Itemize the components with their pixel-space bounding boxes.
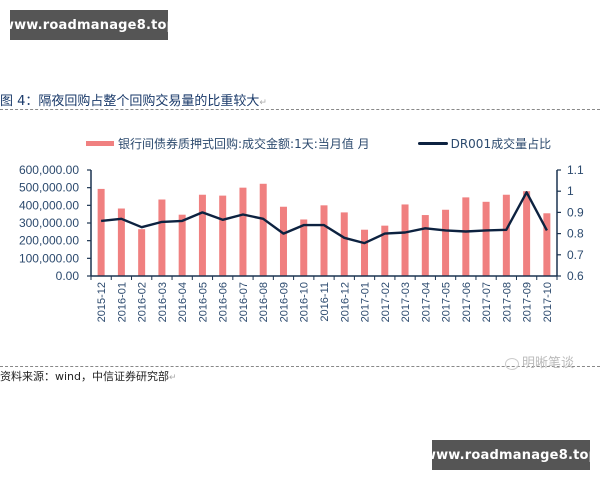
svg-text:300,000.00: 300,000.00 — [19, 216, 79, 230]
bar-2016-05 — [198, 194, 206, 276]
brand-text: 明晰笔谈 — [522, 356, 575, 371]
svg-text:600,000.00: 600,000.00 — [19, 163, 79, 177]
bar-2015-12 — [97, 188, 105, 276]
bar-2016-01 — [117, 208, 125, 276]
figure-source: 资料来源：wind，中信证券研究部↵ — [0, 368, 177, 384]
bar-2016-11 — [320, 205, 328, 276]
svg-text:0.6: 0.6 — [567, 269, 584, 283]
svg-text:2016-03: 2016-03 — [157, 282, 169, 322]
source-divider — [0, 366, 600, 367]
figure-title-text: 图 4：隔夜回购占整个回购交易量的比重较大 — [0, 94, 260, 109]
figure-title: 图 4：隔夜回购占整个回购交易量的比重较大↵ — [0, 90, 267, 109]
svg-text:2016-11: 2016-11 — [319, 282, 331, 322]
svg-text:2016-01: 2016-01 — [116, 282, 128, 322]
svg-text:2015-12: 2015-12 — [96, 282, 108, 322]
svg-text:2017-02: 2017-02 — [380, 282, 392, 322]
svg-text:2016-07: 2016-07 — [238, 282, 250, 322]
svg-text:100,000.00: 100,000.00 — [19, 251, 79, 265]
svg-text:400,000.00: 400,000.00 — [19, 198, 79, 212]
brand-watermark: 明晰笔谈 — [505, 352, 574, 371]
svg-text:2017-07: 2017-07 — [481, 282, 493, 322]
svg-text:2017-06: 2017-06 — [461, 282, 473, 322]
svg-text:2017-10: 2017-10 — [542, 282, 554, 322]
svg-text:0.9: 0.9 — [567, 205, 584, 219]
svg-text:2017-05: 2017-05 — [441, 282, 453, 322]
bar-2017-05 — [442, 209, 450, 276]
legend-line-swatch-icon — [417, 142, 448, 145]
bar-2016-07 — [239, 187, 247, 276]
svg-text:0.7: 0.7 — [567, 248, 584, 262]
chart-legend: 银行间债券质押式回购:成交金额:1天:当月值 月 DR001成交量占比 — [86, 135, 551, 152]
bar-2016-02 — [138, 229, 146, 276]
source-text: 资料来源：wind，中信证券研究部 — [0, 370, 170, 383]
return-mark-icon: ↵ — [259, 98, 267, 108]
svg-text:0.00: 0.00 — [56, 269, 80, 283]
svg-text:1.1: 1.1 — [567, 163, 584, 177]
bar-2016-04 — [178, 214, 186, 276]
bar-2016-03 — [158, 199, 166, 276]
svg-text:2016-08: 2016-08 — [258, 282, 270, 322]
bar-2017-09 — [523, 191, 531, 276]
legend-item-bar: 银行间债券质押式回购:成交金额:1天:当月值 月 — [86, 135, 370, 152]
bar-2017-07 — [482, 201, 490, 276]
svg-text:500,000.00: 500,000.00 — [19, 181, 79, 195]
bar-2016-10 — [300, 219, 308, 276]
svg-text:200,000.00: 200,000.00 — [19, 234, 79, 248]
bar-2016-06 — [219, 195, 227, 276]
svg-text:2016-09: 2016-09 — [278, 282, 290, 322]
svg-text:2017-01: 2017-01 — [360, 282, 372, 322]
svg-text:2017-04: 2017-04 — [420, 282, 432, 322]
svg-text:2017-09: 2017-09 — [522, 282, 534, 322]
line-dr001-share — [100, 191, 548, 245]
svg-text:2016-06: 2016-06 — [218, 282, 230, 322]
watermark-top: www.roadmanage8.top — [2, 10, 176, 40]
wechat-icon — [505, 357, 519, 370]
bar-2016-08 — [259, 183, 267, 276]
combo-chart: 0.00 100,000.00 200,000.00 300,000.00 400,00… — [19, 163, 584, 322]
bar-2017-04 — [421, 215, 429, 276]
return-mark-icon: ↵ — [169, 373, 177, 383]
svg-text:2016-10: 2016-10 — [299, 282, 311, 322]
svg-text:2017-03: 2017-03 — [400, 282, 412, 322]
legend-line-label: DR001成交量占比 — [450, 137, 552, 151]
bar-2016-12 — [340, 212, 348, 276]
bar-2016-09 — [279, 206, 287, 276]
svg-text:2016-04: 2016-04 — [177, 282, 189, 322]
svg-text:2016-12: 2016-12 — [339, 282, 351, 322]
bar-2017-02 — [381, 225, 389, 276]
bar-2017-01 — [361, 229, 369, 276]
svg-text:2016-05: 2016-05 — [197, 282, 209, 322]
svg-text:1: 1 — [567, 184, 574, 198]
legend-bar-label: 银行间债券质押式回购:成交金额:1天:当月值 月 — [118, 137, 370, 151]
svg-text:0.8: 0.8 — [567, 227, 584, 241]
svg-text:2017-08: 2017-08 — [501, 282, 513, 322]
svg-text:2016-02: 2016-02 — [137, 282, 149, 322]
bar-2017-08 — [502, 194, 510, 276]
bar-2017-03 — [401, 204, 409, 276]
legend-bar-swatch-icon — [86, 141, 114, 146]
watermark-bottom: www.roadmanage8.top — [424, 440, 598, 470]
title-divider — [0, 109, 600, 110]
bar-2017-10 — [543, 213, 551, 276]
legend-item-line: DR001成交量占比 — [417, 135, 552, 152]
bar-2017-06 — [462, 197, 470, 276]
